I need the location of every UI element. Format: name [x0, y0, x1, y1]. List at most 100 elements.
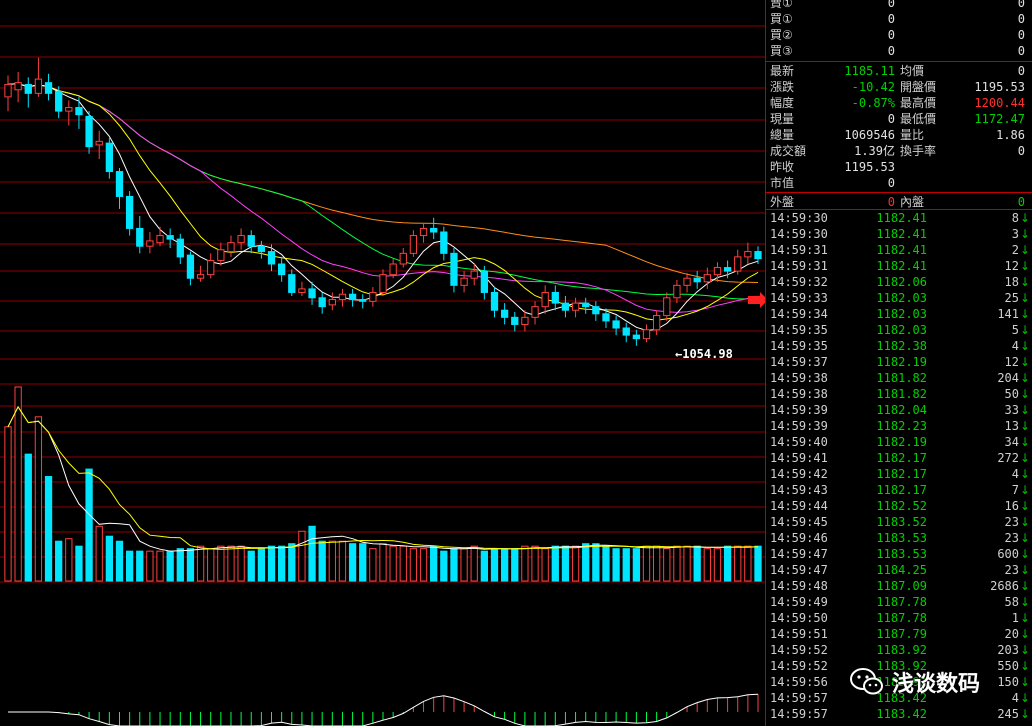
tick-row[interactable]: 14:59:30 1182.41 3 ↓	[766, 226, 1032, 242]
tick-row[interactable]: 14:59:31 1182.41 12 ↓	[766, 258, 1032, 274]
volume-bar	[490, 548, 499, 582]
tick-price: 1182.19	[876, 435, 927, 449]
tick-row[interactable]: 14:59:50 1187.78 1 ↓	[766, 610, 1032, 626]
tick-price: 1183.53	[876, 547, 927, 561]
volume-bar	[146, 550, 154, 582]
tick-row[interactable]: 14:59:46 1183.53 23 ↓	[766, 530, 1032, 546]
volume-bar	[136, 550, 144, 582]
tick-row[interactable]: 14:59:52 1183.92 550 ↓	[766, 658, 1032, 674]
order-book-row: 買① 0 0	[766, 11, 1032, 27]
order-book-label: 買①	[770, 12, 793, 26]
candle-body	[511, 316, 519, 325]
tick-row[interactable]: 14:59:43 1182.17 7 ↓	[766, 482, 1032, 498]
tick-price: 1184.25	[876, 563, 927, 577]
tick-row[interactable]: 14:59:44 1182.52 16 ↓	[766, 498, 1032, 514]
candle-body	[480, 270, 488, 293]
down-arrow-icon: ↓	[1019, 291, 1030, 305]
volume-bar	[227, 545, 235, 582]
candle-body	[24, 83, 32, 94]
candle-body	[55, 91, 63, 112]
volume-bar	[156, 550, 164, 582]
outer-volume-label: 外盤	[770, 195, 795, 209]
candle-body	[267, 251, 276, 265]
tick-volume: 12	[1004, 355, 1019, 369]
candle-body	[632, 334, 641, 340]
tick-row[interactable]: 14:59:30 1182.41 8 ↓	[766, 210, 1032, 226]
tick-row[interactable]: 14:59:37 1182.19 12 ↓	[766, 354, 1032, 370]
tick-row[interactable]: 14:59:34 1182.03 141 ↓	[766, 306, 1032, 322]
kline-chart-area[interactable]: ←1054.98	[0, 0, 765, 726]
order-book-price: 0	[887, 28, 895, 42]
candle-body	[166, 235, 174, 240]
tick-row[interactable]: 14:59:39 1182.23 13 ↓	[766, 418, 1032, 434]
candle-body	[196, 274, 205, 279]
tick-row[interactable]: 14:59:56 1183.92 150 ↓	[766, 674, 1032, 690]
candle-body	[592, 306, 600, 315]
candle-body	[622, 327, 630, 336]
volume-bar	[531, 545, 539, 582]
tick-row[interactable]: 14:59:45 1183.52 23 ↓	[766, 514, 1032, 530]
candle-body	[409, 235, 418, 254]
stat-label: 最新	[770, 64, 795, 78]
down-arrow-icon: ↓	[1019, 643, 1030, 657]
candle-body	[602, 313, 610, 322]
tick-row[interactable]: 14:59:52 1183.92 203 ↓	[766, 642, 1032, 658]
order-book-row: 買③ 0 0	[766, 43, 1032, 59]
volume-bar	[308, 525, 316, 582]
tick-row[interactable]: 14:59:41 1182.17 272 ↓	[766, 450, 1032, 466]
tick-row[interactable]: 14:59:33 1182.03 25 ↓	[766, 290, 1032, 306]
candle-body	[369, 291, 377, 302]
candle-body	[450, 252, 458, 286]
volume-bar	[105, 535, 113, 582]
tick-row[interactable]: 14:59:40 1182.19 34 ↓	[766, 434, 1032, 450]
tick-row[interactable]: 14:59:32 1182.06 18 ↓	[766, 274, 1032, 290]
tick-row[interactable]: 14:59:51 1187.79 20 ↓	[766, 626, 1032, 642]
candle-body	[521, 316, 529, 325]
tick-volume: 20	[1004, 627, 1019, 641]
candle-body	[176, 238, 184, 258]
tick-time: 14:59:41	[770, 451, 828, 465]
down-arrow-icon: ↓	[1019, 323, 1030, 337]
tick-row[interactable]: 14:59:31 1182.41 2 ↓	[766, 242, 1032, 258]
tick-time: 14:59:39	[770, 403, 828, 417]
kline-chart[interactable]	[0, 0, 765, 726]
tick-row[interactable]: 14:59:35 1182.38 4 ↓	[766, 338, 1032, 354]
tick-row[interactable]: 14:59:39 1182.04 33 ↓	[766, 402, 1032, 418]
candle-body	[653, 315, 661, 331]
tick-volume: 141	[997, 307, 1019, 321]
tick-time: 14:59:38	[770, 387, 828, 401]
tick-row[interactable]: 14:59:57 1183.42 4 ↓	[766, 690, 1032, 706]
stat-value: 1069546	[844, 128, 895, 142]
volume-bar	[582, 543, 590, 582]
tick-row[interactable]: 14:59:48 1187.09 2686 ↓	[766, 578, 1032, 594]
tick-time: 14:59:44	[770, 499, 828, 513]
down-arrow-icon: ↓	[1019, 595, 1030, 609]
tick-time: 14:59:52	[770, 659, 828, 673]
volume-bar	[470, 545, 478, 582]
stat-value: 1.86	[996, 128, 1025, 142]
candle-body	[419, 227, 428, 237]
down-arrow-icon: ↓	[1019, 371, 1030, 385]
volume-bar	[693, 545, 701, 582]
tick-row[interactable]: 14:59:38 1181.82 50 ↓	[766, 386, 1032, 402]
volume-bar	[551, 545, 559, 582]
tick-price: 1183.92	[876, 675, 927, 689]
tick-volume: 8	[1011, 211, 1019, 225]
tick-row[interactable]: 14:59:35 1182.03 5 ↓	[766, 322, 1032, 338]
tick-row[interactable]: 14:59:49 1187.78 58 ↓	[766, 594, 1032, 610]
watermark-text: 浅谈数码	[892, 672, 981, 697]
tick-row[interactable]: 14:59:47 1184.25 23 ↓	[766, 562, 1032, 578]
tick-time: 14:59:49	[770, 595, 828, 609]
volume-bar	[267, 545, 276, 582]
candle-body	[298, 288, 306, 293]
tick-row[interactable]: 14:59:38 1181.82 204 ↓	[766, 370, 1032, 386]
tick-price: 1182.03	[876, 307, 927, 321]
tick-row[interactable]: 14:59:47 1183.53 600 ↓	[766, 546, 1032, 562]
tick-price: 1182.03	[876, 323, 927, 337]
down-arrow-icon: ↓	[1019, 307, 1030, 321]
stat-label: 漲跌	[770, 80, 795, 94]
tick-row[interactable]: 14:59:42 1182.17 4 ↓	[766, 466, 1032, 482]
tick-row[interactable]: 14:59:57 1183.42 245 ↓	[766, 706, 1032, 722]
tick-time: 14:59:57	[770, 707, 828, 721]
tick-time: 14:59:50	[770, 611, 828, 625]
